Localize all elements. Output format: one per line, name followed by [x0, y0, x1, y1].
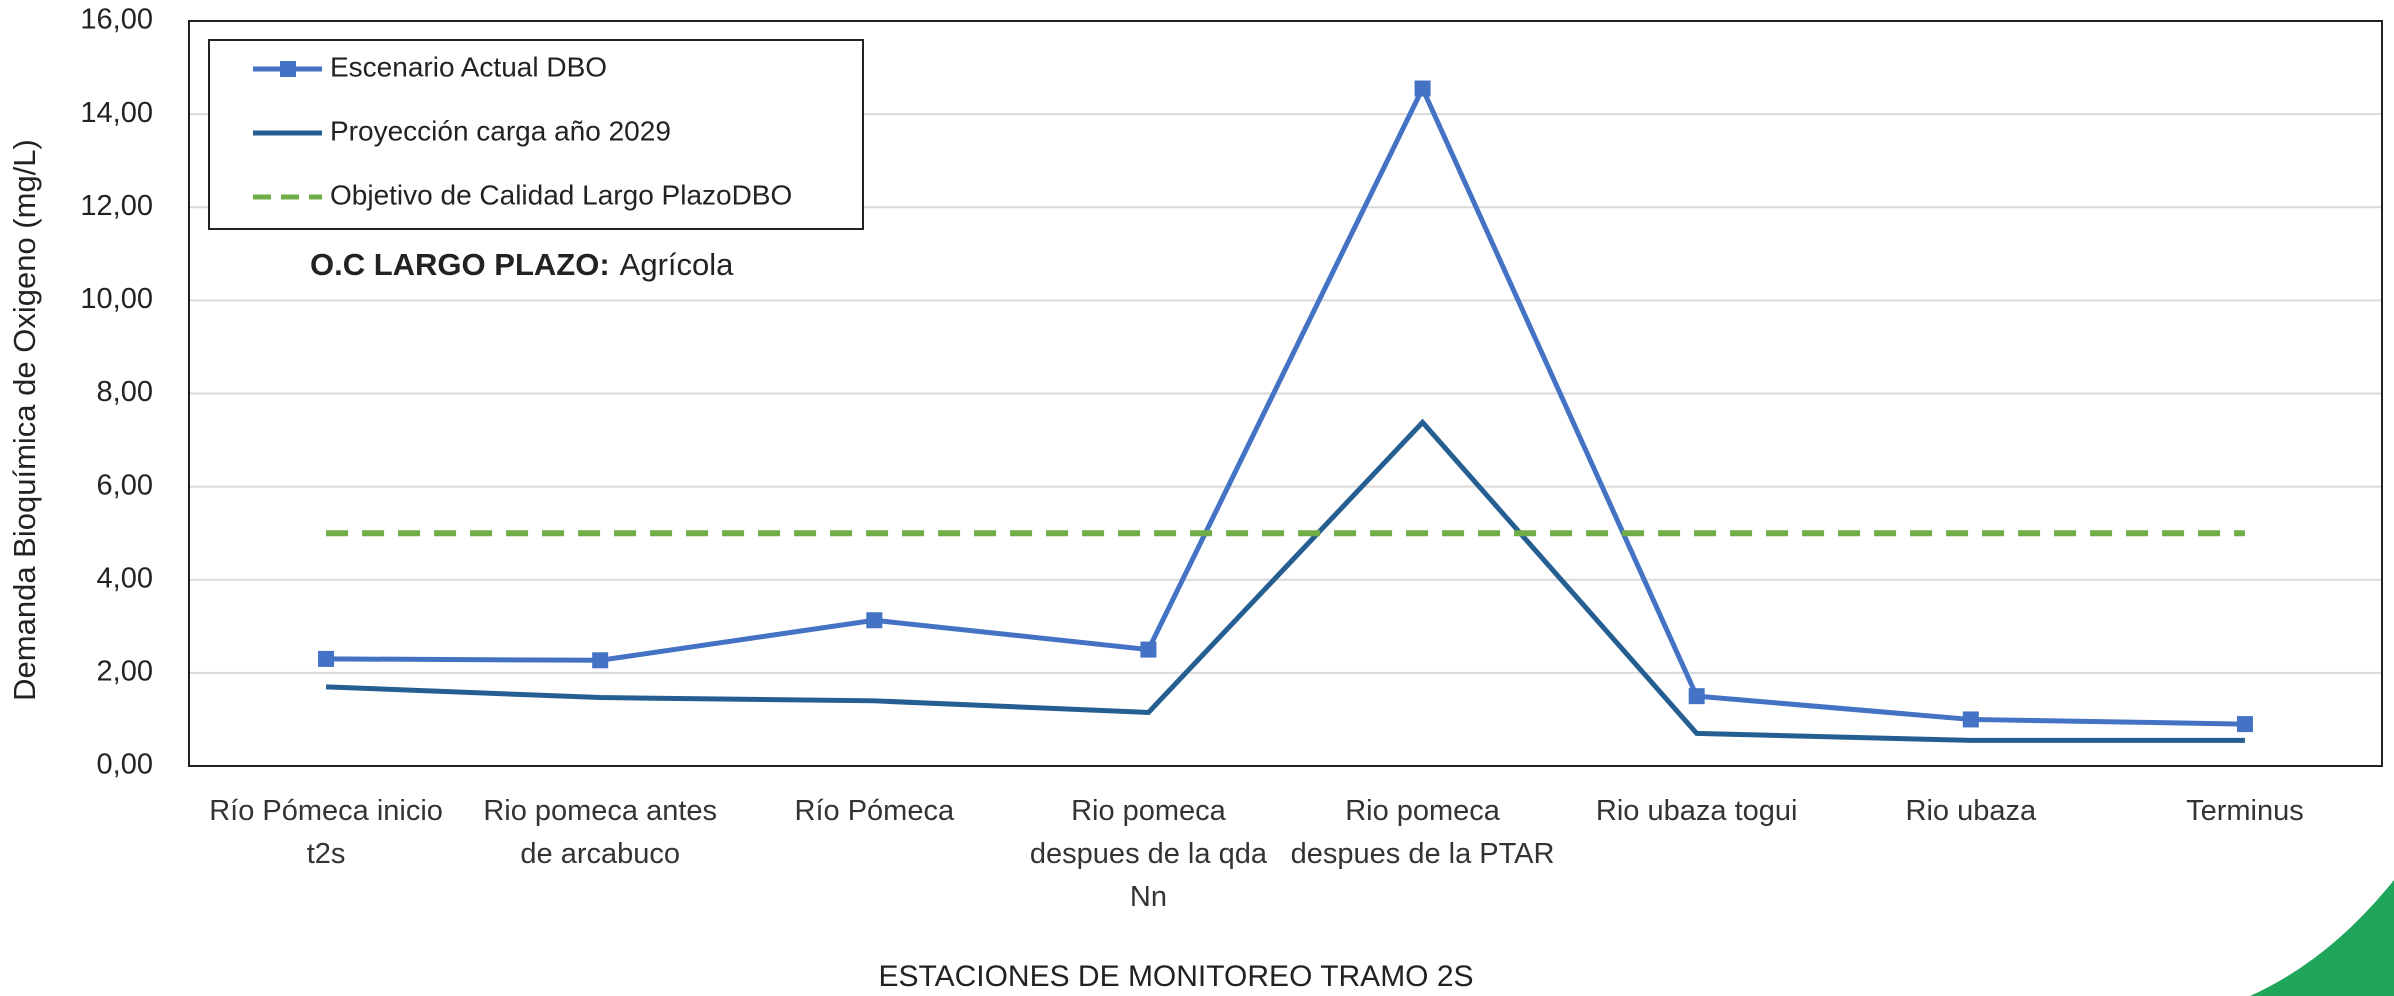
x-tick-label: Río Pómeca inicio t2s	[209, 795, 443, 870]
legend-label: Proyección carga año 2029	[330, 115, 671, 146]
marker	[1688, 688, 1705, 705]
y-tick-label: 16,00	[80, 4, 153, 36]
x-tick-label: Rio pomeca despues de la qda Nn	[1029, 795, 1267, 913]
marker	[318, 650, 335, 667]
x-tick-label: Río Pómeca	[794, 795, 955, 827]
y-tick-label: 10,00	[80, 283, 153, 315]
legend-marker	[280, 61, 296, 77]
annotation: O.C LARGO PLAZO: Agrícola	[310, 247, 734, 282]
marker	[2236, 716, 2253, 733]
x-tick-label: Rio ubaza togui	[1595, 795, 1798, 827]
y-tick-label: 14,00	[80, 97, 153, 129]
marker	[1414, 80, 1431, 97]
annotation-text: Agrícola	[620, 247, 734, 282]
x-axis-title: ESTACIONES DE MONITOREO TRAMO 2S	[878, 960, 1473, 993]
plot-border	[188, 20, 2383, 767]
series-line	[326, 82, 2245, 727]
y-axis-title: Demanda Bioquímica de Oxigeno (mg/L)	[7, 139, 42, 701]
x-tick-label: Rio ubaza	[1905, 795, 2037, 827]
y-tick-label: 2,00	[97, 656, 153, 688]
x-tick-label: Rio pomeca despues de la PTAR	[1290, 795, 1555, 870]
marker	[1962, 711, 1979, 728]
series-line	[325, 418, 2245, 743]
marker	[1140, 641, 1157, 658]
y-tick-label: 8,00	[97, 376, 153, 408]
x-tick-label: Terminus	[2186, 795, 2304, 827]
x-tick-label: Rio pomeca antes de arcabuco	[483, 795, 718, 870]
decoration	[2250, 880, 2394, 996]
annotation-bold: O.C LARGO PLAZO:	[310, 247, 610, 282]
y-tick-label: 12,00	[80, 190, 153, 222]
marker	[866, 612, 883, 629]
y-tick-label: 0,00	[97, 749, 153, 781]
marker	[592, 652, 609, 669]
y-tick-label: 6,00	[97, 469, 153, 501]
legend-label: Objetivo de Calidad Largo PlazoDBO	[330, 179, 792, 210]
y-tick-label: 4,00	[97, 562, 153, 594]
legend-label: Escenario Actual DBO	[330, 51, 607, 82]
